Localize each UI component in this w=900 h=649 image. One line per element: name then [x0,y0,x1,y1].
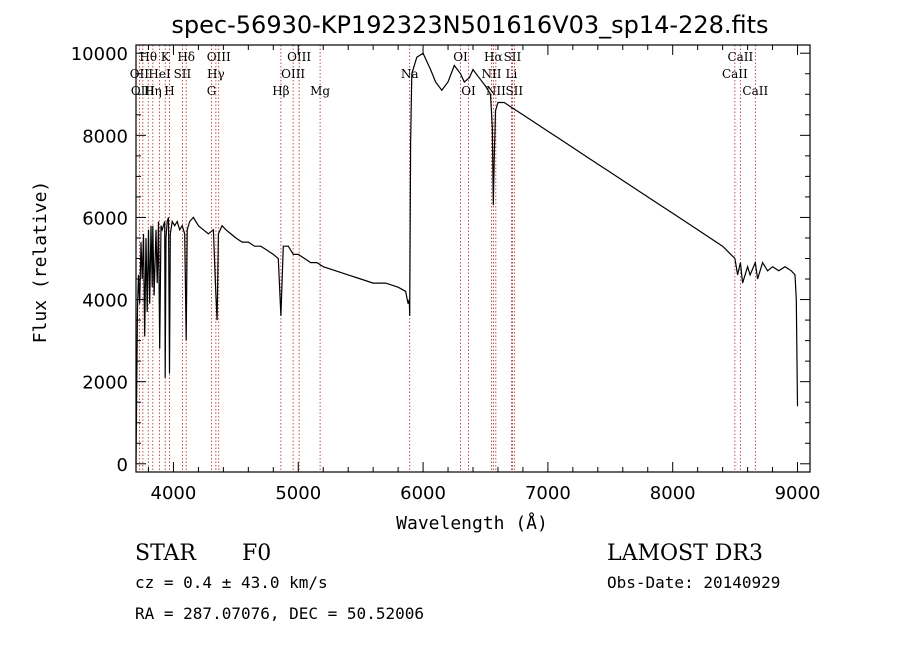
y-tick-label: 2000 [82,373,128,394]
y-tick-label: 0 [117,455,128,476]
spectral-line-label: CaII [727,50,753,64]
observation-date: Obs-Date: 20140929 [607,573,780,592]
spectral-line-label: OI [461,84,476,98]
spectral-line-label: G [207,84,217,98]
spectral-line-label: H [164,84,174,98]
spectral-line-label: SII [504,50,522,64]
x-tick-label: 4000 [151,483,197,504]
spectral-line-label: OIII [281,67,305,81]
spectral-line-label: Hη [144,84,162,98]
spectral-line-label: SII [505,84,523,98]
object-class: STAR [135,541,197,566]
redshift-cz: cz = 0.4 ± 43.0 km/s [135,573,328,592]
x-tick-label: 9000 [775,483,821,504]
y-tick-label: 4000 [82,291,128,312]
x-tick-label: 7000 [525,483,571,504]
y-tick-label: 8000 [82,126,128,147]
flux-series-line [135,52,799,464]
spectral-line-label: K [161,50,171,64]
spectral-line-label: CaII [722,67,748,81]
spectral-line-label: OIII [287,50,311,64]
y-tick-label: 6000 [82,208,128,229]
x-axis-label: Wavelength (Å) [396,512,548,534]
spectral-line-label: SII [174,67,192,81]
spectral-line-label: Hθ [139,50,157,64]
spectral-line-label: Hγ [207,67,225,81]
spectral-line-markers [138,45,756,472]
spectral-line-label: Hα [484,50,503,64]
plot-frame [135,44,811,473]
x-tick-label: 8000 [650,483,696,504]
spectral-line-label: Mg [310,84,330,98]
spectral-line-label: Hβ [272,84,289,98]
object-subclass: F0 [242,541,271,566]
x-tick-label: 5000 [275,483,321,504]
spectral-line-label: Hδ [177,50,195,64]
survey-name: LAMOST DR3 [607,541,763,566]
x-tick-label: 6000 [400,483,446,504]
y-axis-label: Flux (relative) [30,181,51,344]
spectral-line-label: OI [453,50,468,64]
spectral-line-label: Li [506,67,518,81]
spectral-line-label: CaII [742,84,768,98]
coordinates: RA = 287.07076, DEC = 50.52006 [135,604,424,623]
spectral-line-label: OIII [207,50,231,64]
axis-ticks: 4000 5000 6000 7000 8000 9000 0 2000 4000 6000 800… [71,44,821,504]
chart-title: spec-56930-KP192323N501616V03_sp14-228.f… [171,11,768,39]
y-tick-label: 10000 [71,44,128,65]
spectral-line-label: NII [481,67,501,81]
spectral-line-label: HeI [148,67,171,81]
spectral-line-label: Na [401,67,419,81]
